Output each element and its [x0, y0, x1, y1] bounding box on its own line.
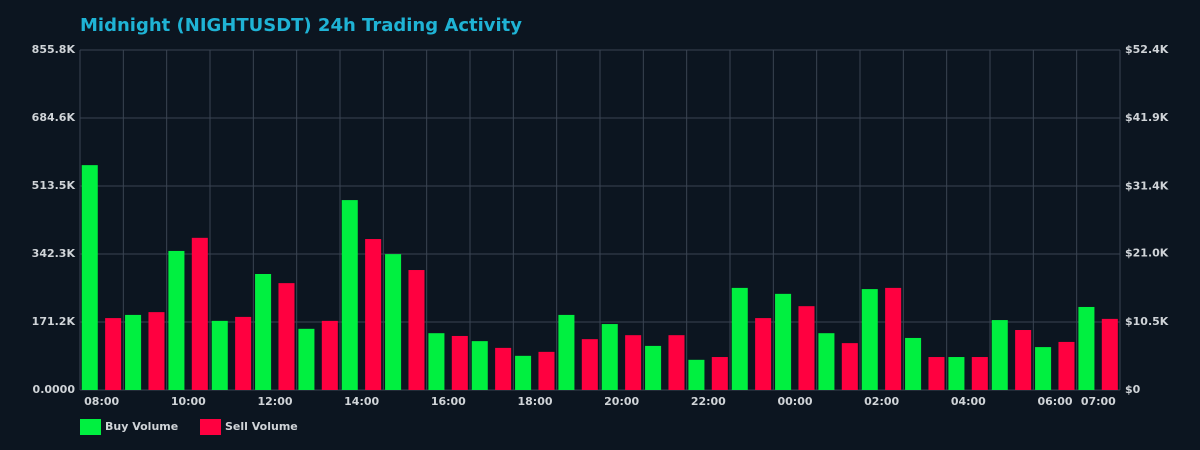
legend-swatch	[200, 419, 221, 435]
bar	[1101, 318, 1118, 390]
bar	[885, 287, 902, 390]
bar	[645, 345, 662, 390]
bar	[278, 283, 295, 390]
bar	[515, 355, 532, 390]
y2-tick-label: $10.5K	[1125, 315, 1169, 328]
bar	[1015, 330, 1032, 390]
bar	[755, 318, 772, 390]
y-tick-label: 0.0000	[33, 383, 76, 396]
bar	[538, 351, 555, 390]
bar	[451, 335, 468, 390]
bar	[298, 328, 315, 390]
x-tick-label: 14:00	[344, 395, 379, 408]
bar	[1058, 341, 1075, 390]
bar	[841, 343, 858, 390]
bar	[1078, 306, 1095, 390]
bar	[798, 306, 815, 390]
bar	[211, 320, 228, 390]
x-tick-label: 12:00	[257, 395, 292, 408]
bar	[905, 337, 922, 390]
x-tick-label: 08:00	[84, 395, 119, 408]
bar	[105, 318, 122, 390]
y-tick-label: 171.2K	[32, 315, 76, 328]
x-tick-label: 18:00	[517, 395, 552, 408]
x-tick-label: 04:00	[951, 395, 986, 408]
bar	[948, 357, 965, 390]
y2-tick-label: $52.4K	[1125, 43, 1169, 56]
chart-title: Midnight (NIGHTUSDT) 24h Trading Activit…	[80, 15, 522, 36]
x-tick-label: 20:00	[604, 395, 639, 408]
x-tick-label: 00:00	[777, 395, 812, 408]
bar	[341, 200, 358, 390]
y2-tick-label: $0	[1125, 383, 1141, 396]
y2-tick-label: $31.4K	[1125, 179, 1169, 192]
bar	[625, 335, 642, 390]
bar	[731, 287, 748, 390]
legend-label: Buy Volume	[105, 420, 178, 433]
bar	[385, 254, 402, 390]
bar	[255, 273, 272, 390]
bar	[581, 339, 598, 390]
bar	[495, 347, 512, 390]
bar	[191, 237, 208, 390]
bar	[928, 357, 945, 390]
bar	[818, 333, 835, 390]
y-tick-label: 684.6K	[32, 111, 76, 124]
y2-tick-label: $21.0K	[1125, 247, 1169, 260]
bar	[408, 270, 425, 390]
bar	[971, 357, 988, 390]
bar	[148, 312, 165, 390]
y-tick-label: 342.3K	[32, 247, 76, 260]
x-tick-label: 16:00	[431, 395, 466, 408]
x-tick-label: 10:00	[171, 395, 206, 408]
bar	[775, 293, 792, 390]
bar	[601, 324, 618, 390]
y-tick-label: 513.5K	[32, 179, 76, 192]
bar	[688, 359, 705, 390]
legend-swatch	[80, 419, 101, 435]
y2-tick-label: $41.9K	[1125, 111, 1169, 124]
bar	[991, 320, 1008, 390]
bar	[428, 333, 445, 390]
bar	[668, 335, 685, 390]
y-tick-label: 855.8K	[32, 43, 76, 56]
bar	[711, 357, 728, 390]
bar	[81, 165, 98, 390]
x-tick-label: 22:00	[691, 395, 726, 408]
bar	[471, 341, 488, 390]
bar	[365, 239, 382, 390]
bar	[558, 314, 575, 390]
legend-label: Sell Volume	[225, 420, 298, 433]
bar	[1035, 347, 1052, 390]
bar	[125, 314, 142, 390]
bar	[235, 316, 252, 390]
bar	[168, 250, 185, 390]
bar	[321, 320, 338, 390]
x-tick-label: 06:00	[1037, 395, 1072, 408]
x-tick-label: 02:00	[864, 395, 899, 408]
x-tick-label: 07:00	[1081, 395, 1116, 408]
bar	[861, 289, 878, 390]
